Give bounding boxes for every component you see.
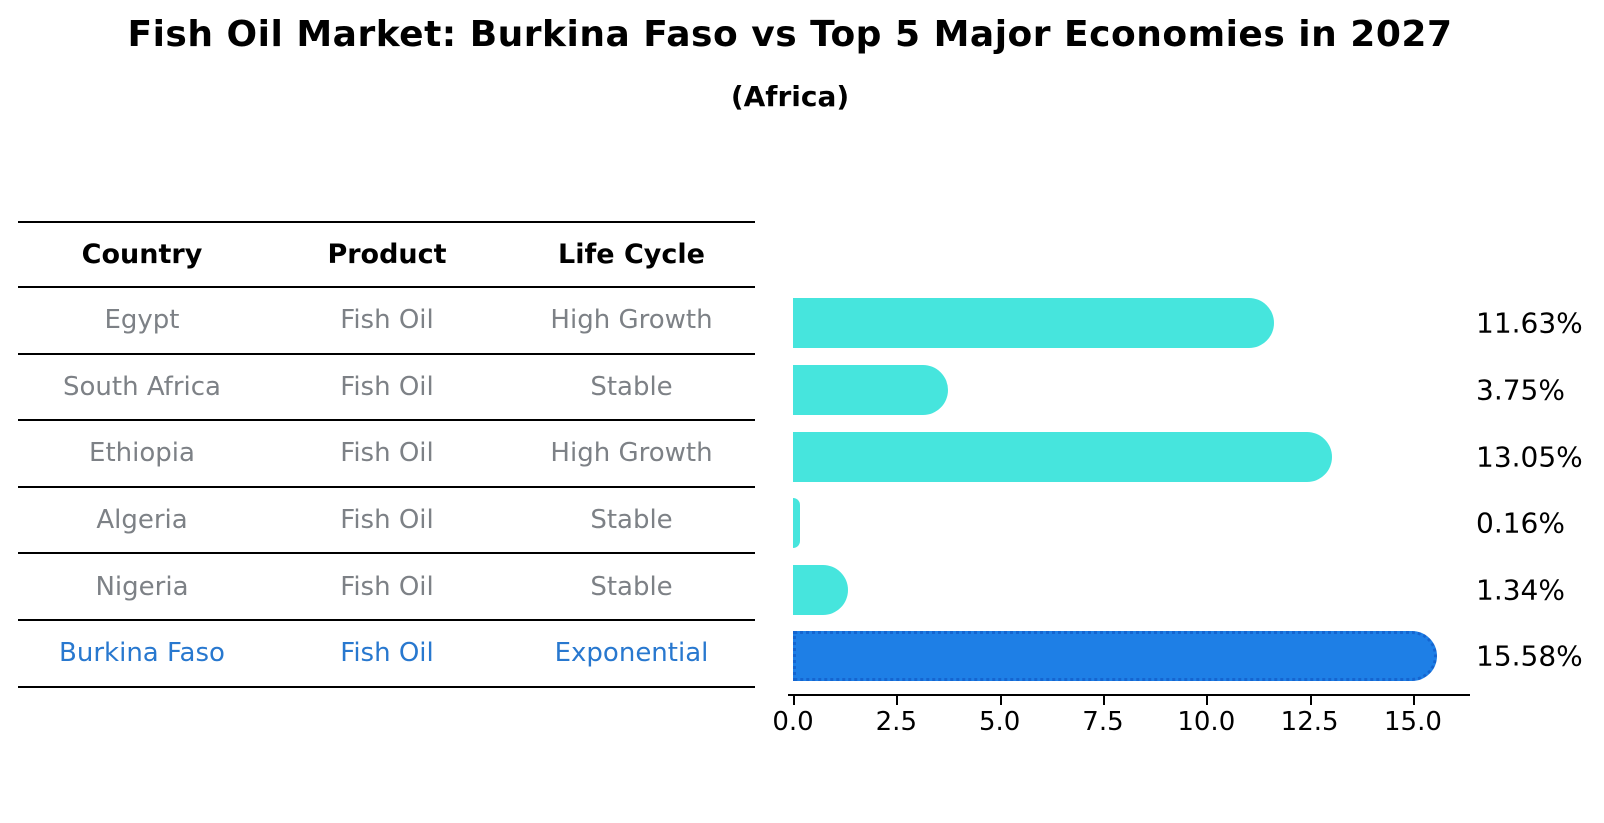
x-tick-label-15.0: 15.0	[1383, 707, 1442, 737]
x-axis-line	[788, 694, 1470, 696]
value-label-egypt: 11.63%	[1476, 306, 1583, 340]
bar-egypt	[793, 298, 1274, 349]
column-header-life-cycle: Life Cycle	[508, 221, 755, 288]
cell-country: Burkina Faso	[18, 619, 266, 688]
x-tick-label-10.0: 10.0	[1177, 707, 1236, 737]
cell-life-cycle: High Growth	[508, 420, 755, 488]
x-tick-7.5	[1102, 696, 1105, 705]
cell-product: Fish Oil	[266, 619, 508, 688]
cell-product: Fish Oil	[266, 353, 508, 422]
bar-nigeria	[793, 564, 849, 615]
value-label-ethiopia: 13.05%	[1476, 440, 1583, 473]
table-row-south-africa: South Africa Fish Oil Stable	[18, 353, 755, 422]
cell-country: Egypt	[18, 287, 266, 355]
cell-country: South Africa	[18, 353, 266, 422]
cell-country: Nigeria	[18, 553, 266, 621]
value-label-nigeria: 1.34%	[1476, 573, 1565, 607]
cell-life-cycle: Exponential	[508, 619, 755, 688]
table-row-egypt: Egypt Fish Oil High Growth	[18, 287, 755, 355]
cell-life-cycle: Stable	[508, 553, 755, 621]
bar-chart-plot-area	[788, 290, 1470, 690]
cell-country: Ethiopia	[18, 420, 266, 488]
value-label-algeria: 0.16%	[1476, 506, 1565, 540]
table-row-ethiopia: Ethiopia Fish Oil High Growth	[18, 420, 755, 488]
bar-ethiopia	[793, 431, 1333, 482]
table-row-burkina-faso: Burkina Faso Fish Oil Exponential	[18, 619, 755, 688]
cell-country: Algeria	[18, 486, 266, 555]
bar-south-africa	[793, 364, 948, 415]
x-tick-label-5.0: 5.0	[978, 707, 1021, 737]
x-tick-label-7.5: 7.5	[1082, 707, 1124, 737]
x-tick-label-2.5: 2.5	[875, 707, 917, 737]
cell-life-cycle: High Growth	[508, 287, 755, 355]
x-tick-10.0	[1206, 696, 1209, 705]
x-tick-5.0	[999, 696, 1002, 705]
column-header-country: Country	[18, 221, 266, 288]
x-tick-15.0	[1412, 696, 1415, 705]
cell-product: Fish Oil	[266, 420, 508, 488]
value-label-south-africa: 3.75%	[1476, 373, 1565, 407]
column-header-product: Product	[266, 221, 508, 288]
cell-product: Fish Oil	[266, 287, 508, 355]
cell-product: Fish Oil	[266, 553, 508, 621]
bar-burkina-faso	[793, 631, 1437, 682]
x-tick-label-12.5: 12.5	[1280, 707, 1339, 737]
x-tick-0.0	[793, 696, 795, 705]
table-header-row: Country Product Life Cycle	[18, 221, 755, 288]
cell-life-cycle: Stable	[508, 353, 755, 422]
chart-title: Fish Oil Market: Burkina Faso vs Top 5 M…	[127, 14, 1453, 55]
cell-life-cycle: Stable	[508, 486, 755, 555]
x-tick-12.5	[1309, 696, 1312, 705]
table-row-algeria: Algeria Fish Oil Stable	[18, 486, 755, 555]
cell-product: Fish Oil	[266, 486, 508, 555]
country-table: Country Product Life Cycle Egypt Fish Oil…	[18, 221, 755, 688]
x-tick-2.5	[896, 696, 899, 705]
chart-subtitle: (Africa)	[730, 80, 850, 113]
table-row-nigeria: Nigeria Fish Oil Stable	[18, 553, 755, 621]
bar-algeria	[793, 498, 800, 549]
value-label-burkina-faso: 15.58%	[1476, 639, 1583, 673]
x-tick-label-0.0: 0.0	[772, 707, 814, 737]
